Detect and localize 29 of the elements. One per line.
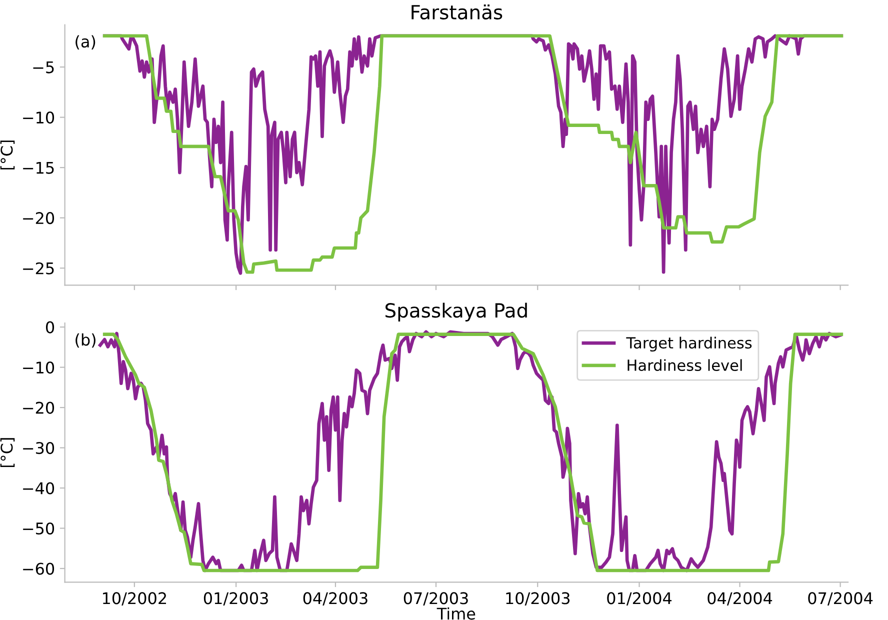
y-tick-label: −20 bbox=[23, 402, 54, 414]
legend-label: Target hardiness bbox=[626, 336, 752, 352]
x-tick-label: 07/2003 bbox=[404, 592, 468, 606]
chart-title: Spasskaya Pad bbox=[386, 302, 527, 322]
y-tick-label: 0 bbox=[46, 321, 54, 334]
y-tick-label: −60 bbox=[23, 562, 54, 575]
x-axis-title: Time bbox=[436, 607, 476, 620]
y-tick-label: −15 bbox=[23, 162, 54, 174]
y-tick-label: −10 bbox=[23, 112, 54, 124]
y-tick-label: −50 bbox=[23, 522, 54, 535]
annotation: (a) bbox=[76, 35, 96, 50]
legend-label: Hardiness level bbox=[628, 359, 742, 372]
y-tick-label: −30 bbox=[23, 442, 54, 454]
y-axis-title: [°C] bbox=[0, 140, 15, 170]
y-tick-label: −20 bbox=[23, 212, 54, 224]
y-tick-label: −5 bbox=[33, 61, 54, 74]
x-tick-label: 01/2003 bbox=[204, 592, 268, 606]
x-tick-label: 04/2004 bbox=[708, 592, 772, 606]
x-tick-label: 10/2003 bbox=[506, 592, 570, 606]
y-tick-label: −40 bbox=[23, 482, 54, 494]
x-tick-label: 01/2004 bbox=[607, 592, 672, 606]
y-axis-title: [°C] bbox=[0, 438, 15, 468]
y-tick-label: −25 bbox=[23, 262, 54, 274]
x-tick-label: 04/2003 bbox=[303, 592, 368, 606]
x-tick-label: 10/2002 bbox=[102, 592, 166, 606]
y-tick-label: −10 bbox=[23, 362, 54, 374]
annotation: (b) bbox=[76, 333, 96, 348]
x-tick-label: 07/2004 bbox=[808, 592, 873, 606]
chart-title: Farstanäs bbox=[412, 4, 502, 20]
